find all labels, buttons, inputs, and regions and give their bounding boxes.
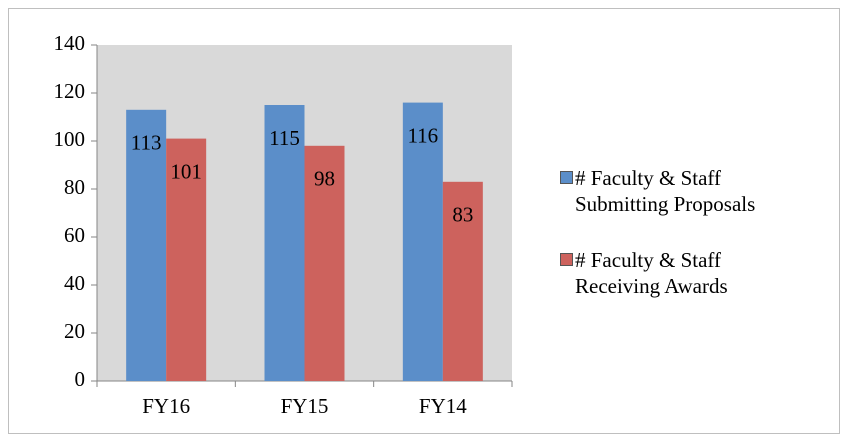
x-tick-label: FY14 xyxy=(419,394,467,418)
bar xyxy=(264,105,305,381)
y-tick-label: 0 xyxy=(75,367,86,391)
y-tick-label: 140 xyxy=(54,31,86,55)
data-label: 115 xyxy=(269,126,300,150)
data-label: 83 xyxy=(452,203,473,227)
legend-swatch xyxy=(560,253,573,266)
x-tick-label: FY16 xyxy=(142,394,190,418)
data-label: 101 xyxy=(170,159,202,183)
legend-swatch xyxy=(560,171,573,184)
bar xyxy=(402,102,443,381)
data-label: 113 xyxy=(131,131,162,155)
bar xyxy=(442,181,483,381)
y-tick-label: 40 xyxy=(64,271,85,295)
legend-label: # Faculty & Staff Receiving Awards xyxy=(575,248,728,298)
bar xyxy=(126,109,167,382)
y-tick-label: 60 xyxy=(64,223,85,247)
data-label: 98 xyxy=(314,167,335,191)
x-tick-label: FY15 xyxy=(281,394,329,418)
legend-label: # Faculty & Staff Submitting Proposals xyxy=(575,166,756,216)
y-tick-label: 80 xyxy=(64,175,85,199)
y-tick-label: 120 xyxy=(54,79,86,103)
data-label: 116 xyxy=(407,123,438,147)
y-tick-label: 100 xyxy=(54,127,86,151)
bar xyxy=(304,145,345,381)
bar xyxy=(166,138,207,381)
y-tick-label: 20 xyxy=(64,319,85,343)
